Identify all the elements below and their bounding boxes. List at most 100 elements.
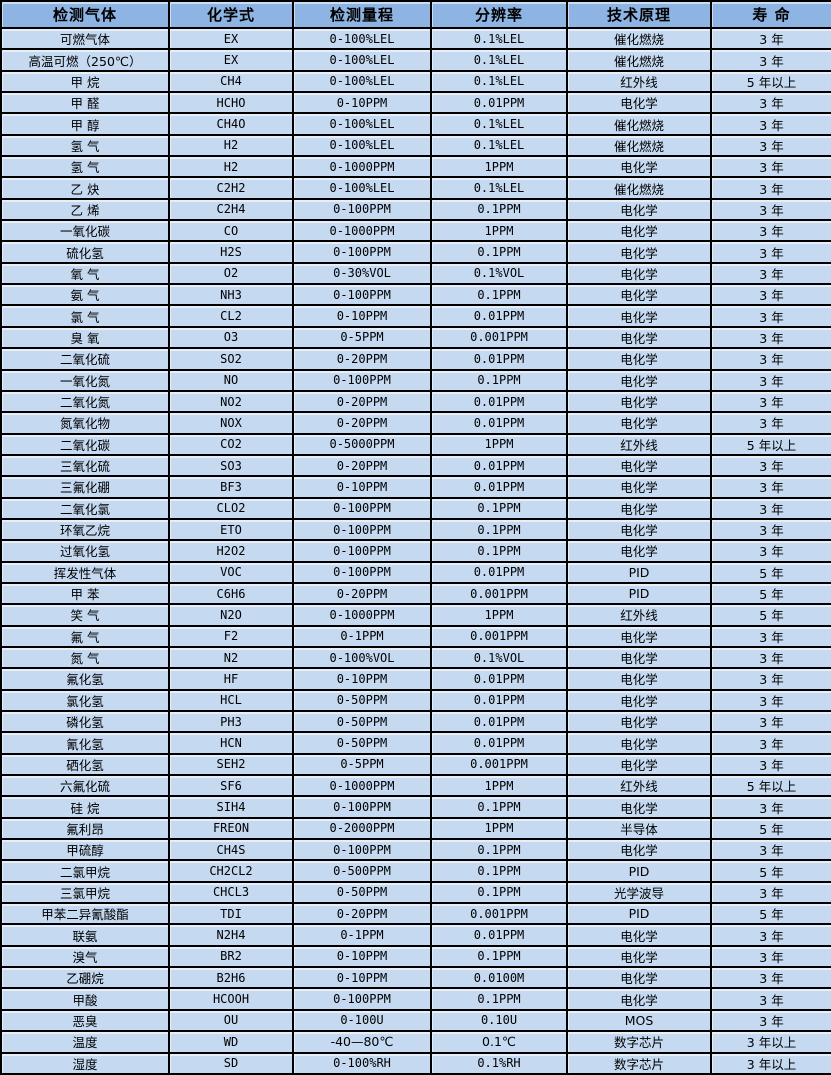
range-cell: 0-20PPM — [292, 347, 432, 371]
range-cell: 0-100PPM — [292, 987, 432, 1011]
gas-name-cell: 氟化氢 — [0, 667, 170, 691]
table-row: 甲 苯 C6H6 0-20PPM 0.001PPM PID 5 年 — [0, 581, 831, 606]
principle-cell: 催化燃烧 — [566, 48, 712, 72]
principle-cell: 催化燃烧 — [566, 26, 712, 51]
principle-cell: 红外线 — [566, 69, 712, 94]
col-header-principle: 技术原理 — [566, 0, 712, 29]
table-row: 一氧化氮 NO 0-100PPM 0.1PPM 电化学 3 年 — [0, 368, 831, 392]
formula-cell: NOX — [168, 411, 294, 435]
lifespan-cell: 3 年 — [710, 923, 831, 947]
principle-cell: 电化学 — [566, 325, 712, 350]
table-row: 温度 WD -40—80℃ 0.1℃ 数字芯片 3 年以上 — [0, 1030, 831, 1054]
range-cell: 0-1000PPM — [292, 219, 432, 243]
gas-name-cell: 乙 炔 — [0, 176, 170, 200]
lifespan-cell: 3 年 — [710, 838, 831, 862]
table-row: 二氧化氮 NO2 0-20PPM 0.01PPM 电化学 3 年 — [0, 389, 831, 414]
principle-cell: 电化学 — [566, 709, 712, 734]
formula-cell: CH4 — [168, 69, 294, 94]
formula-cell: H2 — [168, 133, 294, 158]
resolution-cell: 0.1%LEL — [430, 69, 568, 94]
table-row: 甲 醛 HCHO 0-10PPM 0.01PPM 电化学 3 年 — [0, 91, 831, 115]
header-row: 检测气体 化学式 检测量程 分辨率 技术原理寿 命 — [0, 0, 831, 29]
resolution-cell: 0.1℃ — [430, 1030, 568, 1054]
range-cell: 0-100PPM — [292, 283, 432, 307]
principle-cell: 电化学 — [566, 283, 712, 307]
formula-cell: CO2 — [168, 432, 294, 456]
range-cell: 0-100%LEL — [292, 112, 432, 136]
formula-cell: H2 — [168, 155, 294, 179]
table-row: 氢 气 H2 0-1000PPM 1PPM 电化学 3 年 — [0, 155, 831, 179]
resolution-cell: 0.01PPM — [430, 923, 568, 947]
principle-cell: 电化学 — [566, 91, 712, 115]
resolution-cell: 0.1%LEL — [430, 48, 568, 72]
formula-cell: BF3 — [168, 475, 294, 499]
table-row: 硅 烷 SIH4 0-100PPM 0.1PPM 电化学 3 年 — [0, 795, 831, 819]
resolution-cell: 0.001PPM — [430, 325, 568, 350]
formula-cell: CH2CL2 — [168, 859, 294, 883]
resolution-cell: 0.01PPM — [430, 688, 568, 713]
formula-cell: PH3 — [168, 709, 294, 734]
principle-cell: 电化学 — [566, 688, 712, 713]
principle-cell: 电化学 — [566, 155, 712, 179]
table-row: 一氧化碳 CO 0-1000PPM 1PPM 电化学 3 年 — [0, 219, 831, 243]
gas-name-cell: 可燃气体 — [0, 26, 170, 51]
formula-cell: NH3 — [168, 283, 294, 307]
formula-cell: F2 — [168, 624, 294, 648]
col-header-lifespan: 寿 命 — [710, 0, 831, 29]
gas-name-cell: 氮 气 — [0, 645, 170, 670]
range-cell: 0-100PPM — [292, 560, 432, 584]
formula-cell: CLO2 — [168, 496, 294, 520]
resolution-cell: 1PPM — [430, 219, 568, 243]
range-cell: 0-100PPM — [292, 838, 432, 862]
gas-name-cell: 氢 气 — [0, 155, 170, 179]
formula-cell: NO2 — [168, 389, 294, 414]
gas-name-cell: 硫化氢 — [0, 240, 170, 264]
lifespan-cell: 5 年以上 — [710, 69, 831, 94]
lifespan-cell: 3 年 — [710, 133, 831, 158]
formula-cell: H2O2 — [168, 539, 294, 563]
table-row: 氟利昂 FREON 0-2000PPM 1PPM 半导体 5 年 — [0, 816, 831, 841]
gas-name-cell: 溴气 — [0, 944, 170, 969]
gas-name-cell: 温度 — [0, 1030, 170, 1054]
gas-name-cell: 氯化氢 — [0, 688, 170, 713]
table-row: 环氧乙烷 ETO 0-100PPM 0.1PPM 电化学 3 年 — [0, 517, 831, 542]
principle-cell: 催化燃烧 — [566, 112, 712, 136]
range-cell: 0-30%VOL — [292, 261, 432, 286]
table-row: 笑 气 N2O 0-1000PPM 1PPM 红外线 5 年 — [0, 603, 831, 627]
gas-name-cell: 甲 苯 — [0, 581, 170, 606]
gas-name-cell: 硅 烷 — [0, 795, 170, 819]
table-row: 氢 气 H2 0-100%LEL 0.1%LEL 催化燃烧 3 年 — [0, 133, 831, 158]
gas-name-cell: 二氧化碳 — [0, 432, 170, 456]
lifespan-cell: 3 年以上 — [710, 1030, 831, 1054]
lifespan-cell: 5 年 — [710, 603, 831, 627]
table-row: 二氧化氯 CLO2 0-100PPM 0.1PPM 电化学 3 年 — [0, 496, 831, 520]
principle-cell: 电化学 — [566, 667, 712, 691]
principle-cell: 红外线 — [566, 774, 712, 798]
principle-cell: 电化学 — [566, 923, 712, 947]
principle-cell: 电化学 — [566, 219, 712, 243]
table-row: 乙 烯 C2H4 0-100PPM 0.1PPM 电化学 3 年 — [0, 197, 831, 222]
lifespan-cell: 3 年 — [710, 624, 831, 648]
gas-name-cell: 过氧化氢 — [0, 539, 170, 563]
range-cell: 0-50PPM — [292, 880, 432, 905]
resolution-cell: 1PPM — [430, 155, 568, 179]
formula-cell: OU — [168, 1008, 294, 1033]
resolution-cell: 0.1PPM — [430, 859, 568, 883]
table-row: 高温可燃（250℃） EX 0-100%LEL 0.1%LEL 催化燃烧 3 年 — [0, 48, 831, 72]
range-cell: 0-10PPM — [292, 475, 432, 499]
principle-cell: 数字芯片 — [566, 1051, 712, 1075]
resolution-cell: 0.1PPM — [430, 240, 568, 264]
principle-cell: 电化学 — [566, 496, 712, 520]
gas-name-cell: 甲酸 — [0, 987, 170, 1011]
range-cell: 0-100%LEL — [292, 69, 432, 94]
table-row: 甲酸 HCOOH 0-100PPM 0.1PPM 电化学 3 年 — [0, 987, 831, 1011]
resolution-cell: 0.1PPM — [430, 539, 568, 563]
resolution-cell: 0.01PPM — [430, 667, 568, 691]
formula-cell: CO — [168, 219, 294, 243]
resolution-cell: 0.1%LEL — [430, 26, 568, 51]
gas-name-cell: 湿度 — [0, 1051, 170, 1075]
resolution-cell: 0.1PPM — [430, 496, 568, 520]
formula-cell: CH4O — [168, 112, 294, 136]
range-cell: 0-100%LEL — [292, 26, 432, 51]
